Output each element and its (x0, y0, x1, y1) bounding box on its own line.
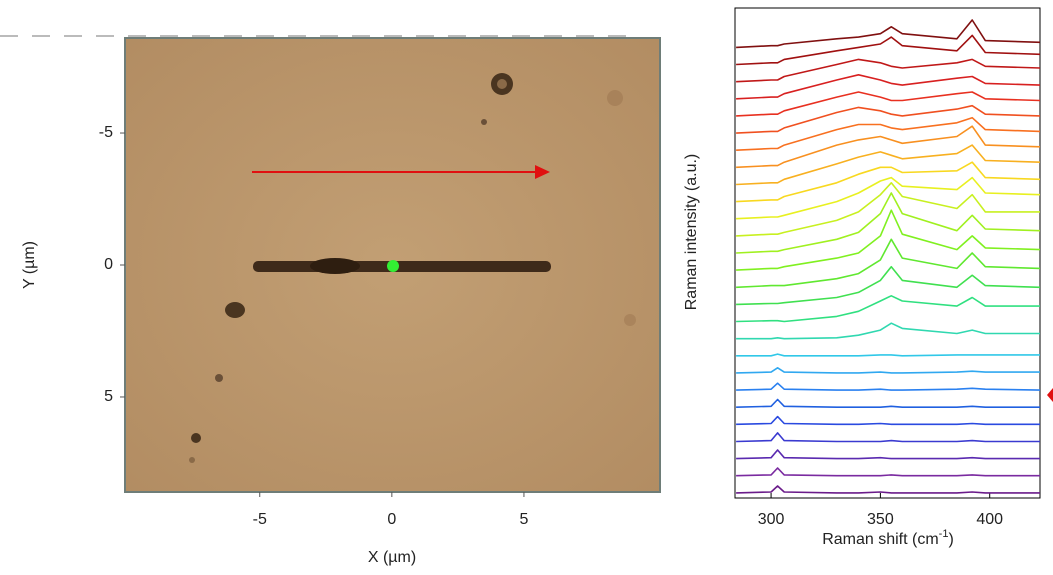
x-tick-label: -5 (253, 511, 267, 528)
y-tick-label: 0 (104, 256, 113, 273)
x-label-superscript: -1 (939, 528, 949, 540)
spectrum-line (736, 104, 1041, 134)
x-tick-label: 300 (758, 511, 785, 528)
spectrum-line (736, 58, 1041, 83)
y-tick-label: -5 (99, 124, 113, 141)
x-tick-label: 0 (387, 511, 396, 528)
spectrum-line (736, 74, 1041, 100)
spectrum-line (736, 367, 1040, 374)
spectrum-line (736, 449, 1040, 460)
x-tick-label: 350 (867, 511, 894, 528)
spectrum-line (736, 432, 1040, 443)
spectrum-line (736, 295, 1040, 323)
x-axis-label: X (µm) (368, 549, 416, 566)
x-axis-label: Raman shift (cm-1) (822, 528, 954, 548)
spectrum-line (736, 353, 1040, 357)
spectrum-line (736, 192, 1041, 254)
x-tick-label: 400 (976, 511, 1003, 528)
plot-frame (734, 7, 1041, 499)
spectrum-line (736, 398, 1040, 408)
spectrum-line (736, 144, 1041, 186)
spectrum-line (736, 34, 1041, 66)
spectrum-line (736, 176, 1041, 220)
x-label-text: ) (948, 531, 953, 548)
spectrum-line (736, 209, 1041, 271)
x-tick-label: 5 (519, 511, 528, 528)
spectrum-line (736, 116, 1041, 151)
spectrum-line (736, 322, 1040, 340)
microscope-image (0, 35, 1053, 493)
y-tick-label: 5 (104, 388, 113, 405)
spectrum-line (736, 161, 1041, 203)
spectrum-line (736, 265, 1041, 306)
spectrum-line (736, 485, 1040, 494)
spectrum-line (736, 91, 1041, 117)
x-label-text: Raman shift (cm (822, 531, 938, 548)
spectrum-line (736, 467, 1040, 477)
spectrum-line (736, 19, 1041, 49)
spectrum-line (736, 415, 1040, 426)
spectrum-line (736, 238, 1041, 289)
spectrum-line (736, 182, 1040, 237)
spectrum-line (736, 382, 1041, 391)
spectrum-line (736, 125, 1041, 169)
y-axis-label: Y (µm) (21, 241, 38, 289)
y-axis-label: Raman intensity (a.u.) (683, 154, 700, 311)
